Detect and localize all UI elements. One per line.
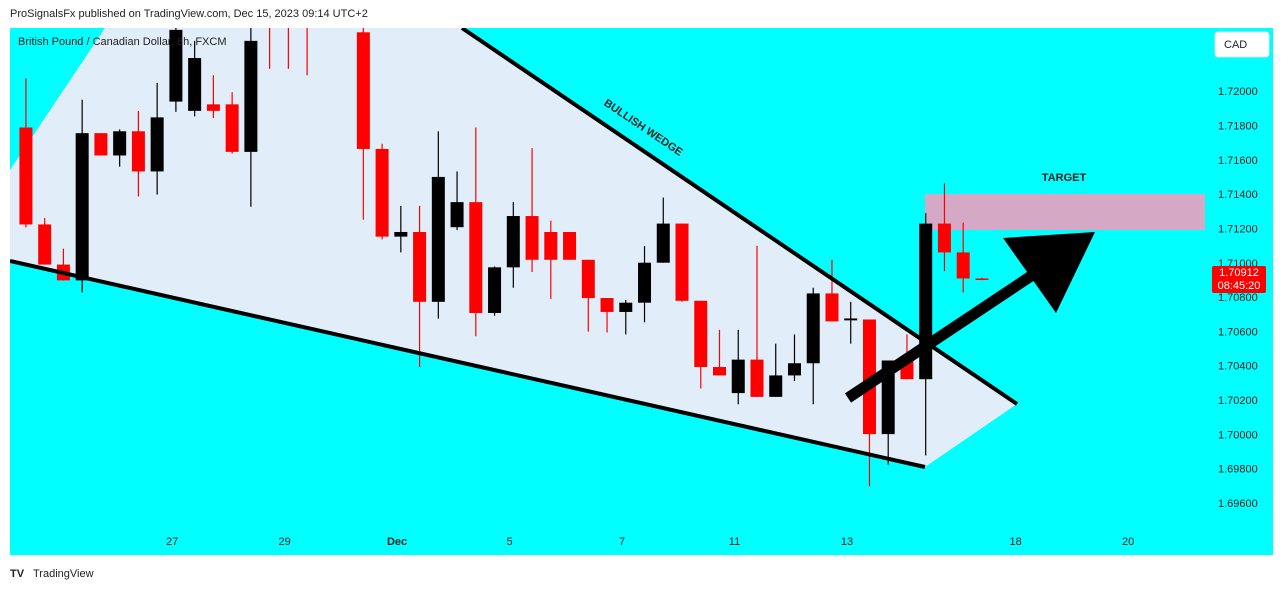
candle-body [656,223,670,263]
candle-body [169,29,183,102]
candle-body [862,319,876,435]
candle-body [731,359,745,394]
candle-body [356,32,370,149]
candle-body [75,133,89,281]
candle-body [206,104,220,111]
candle-body [19,127,33,225]
candle-body [713,367,727,376]
currency-label: CAD [1224,39,1247,51]
y-tick-label: 1.70800 [1218,292,1258,304]
candle-body [638,262,652,303]
x-tick-label: 11 [729,536,740,548]
candle-body [469,202,483,313]
annotation: TARGET [1042,172,1087,184]
y-tick-label: 1.71200 [1218,223,1258,235]
candle-body [506,216,520,268]
target-zone [925,194,1205,230]
candle-body [38,224,52,265]
arrow-head [1003,232,1095,313]
candle-body [787,363,801,376]
candle-body [150,117,164,172]
candle-body [431,176,445,302]
y-tick-label: 1.72000 [1218,86,1258,98]
y-tick-label: 1.71800 [1218,121,1258,133]
candle-body [675,223,689,301]
y-tick-label: 1.69600 [1218,498,1258,510]
candle-body [450,202,464,228]
candle-body [956,252,970,279]
y-tick-label: 1.71600 [1218,155,1258,167]
candle-body [244,40,258,152]
candle-body [525,216,539,260]
candle-body [225,104,239,152]
x-tick-label: 18 [1010,536,1022,548]
x-tick-label: 27 [166,536,178,548]
candle-body [694,300,708,368]
x-tick-label: 29 [278,536,290,548]
candle-body [544,231,558,260]
x-tick-label: 13 [841,536,853,548]
footer: TradingView [33,568,94,580]
arrow-shaft [844,265,1044,403]
candle-body [750,359,764,397]
x-tick-label: 5 [506,536,512,548]
candle-body [825,293,839,322]
candle-body [975,278,989,280]
x-tick-label: 20 [1122,536,1134,548]
header: ProSignalsFx published on TradingView.co… [10,8,368,20]
candle-body [94,133,108,156]
candle-body [919,223,933,380]
currency-button[interactable] [1214,31,1270,58]
x-tick-label: 7 [619,536,625,548]
candle-body [131,131,145,172]
candle-body [600,298,614,312]
candle-body [619,302,633,312]
candle-body [806,293,820,364]
candles [19,28,989,487]
candle-body [188,58,202,111]
footer-logo: TV [10,568,25,580]
y-tick-label: 1.71400 [1218,189,1258,201]
countdown: 08:45:20 [1218,280,1261,292]
wedge-lower-line [10,259,926,469]
candle-body [769,375,783,397]
candle-body [563,231,577,260]
candle-body [113,131,127,156]
x-tick-label: Dec [387,536,407,548]
candle-body [488,267,502,313]
candle-body [937,223,951,253]
y-tick-label: 1.70200 [1218,395,1258,407]
y-tick-label: 1.70000 [1218,429,1258,441]
legend-title: British Pound / Canadian Dollar, 8h, FXC… [18,36,227,48]
candle-body [844,318,858,321]
y-tick-label: 1.70400 [1218,361,1258,373]
candle-body [394,231,408,237]
y-tick-label: 1.69800 [1218,464,1258,476]
price-badge [1212,266,1266,293]
candle-body [581,259,595,299]
candle-body [375,148,389,237]
y-tick-label: 1.70600 [1218,326,1258,338]
price-label: 1.70912 [1219,267,1259,279]
candle-body [413,231,427,302]
